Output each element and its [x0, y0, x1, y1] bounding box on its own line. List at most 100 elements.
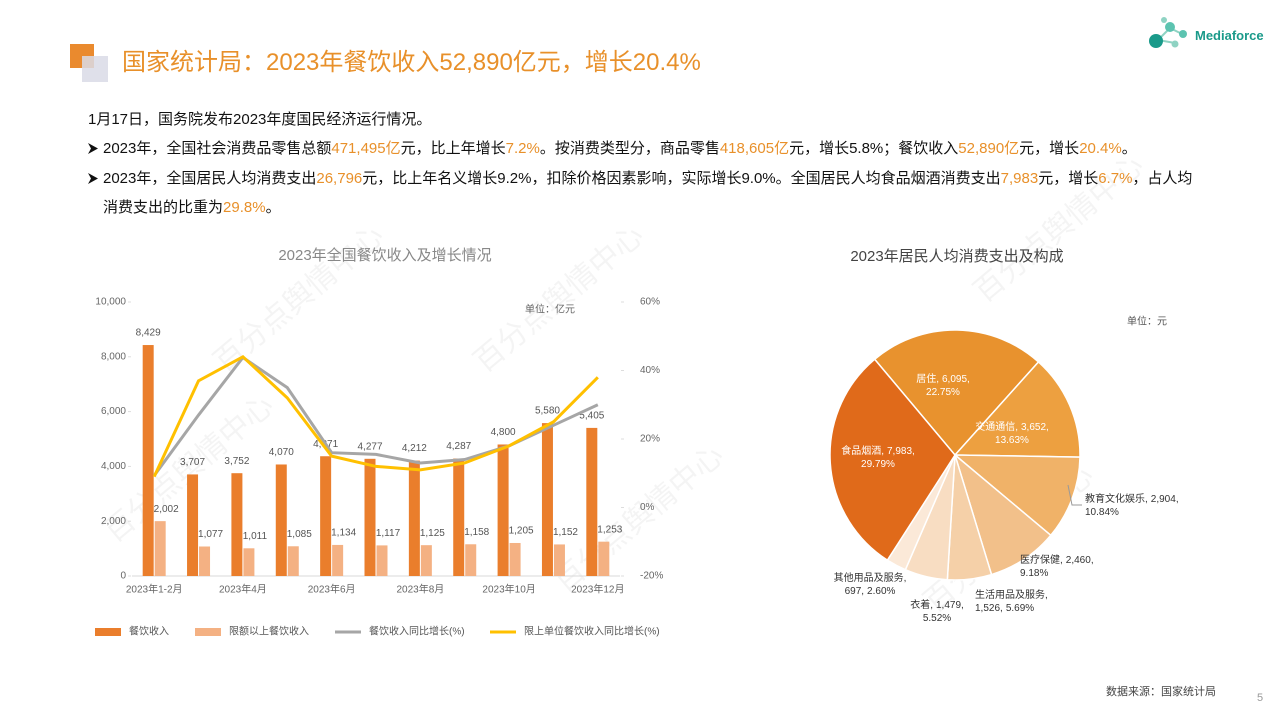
bar: [408, 460, 420, 576]
slice-label: 其他用品及服务, 697, 2.60%: [834, 571, 907, 597]
label-part: ,: [1060, 555, 1063, 566]
line-series: [152, 354, 599, 478]
x-tick-label: 2023年12月: [571, 583, 624, 596]
y-tick-label: 6,000: [101, 406, 126, 417]
pie-slice: [829, 358, 956, 562]
label-part: 22.75%: [926, 387, 960, 398]
label-part: 其他用品及服务: [834, 571, 904, 584]
data-label: 1,205: [509, 526, 534, 537]
data-label: 1,077: [198, 529, 223, 540]
y2-tick-label: -20%: [640, 571, 663, 582]
text-run: 元，增长: [1019, 140, 1080, 157]
y-tick-label: 4,000: [101, 461, 126, 472]
legend-label: 限上单位餐饮收入同比增长(%): [524, 625, 660, 638]
watermark: 百分点舆情中心: [468, 219, 650, 379]
bar: [376, 545, 388, 576]
chart-title: 2023年居民人均消费支出及构成: [850, 248, 1063, 265]
pie-slice: [952, 454, 1081, 537]
data-label: 5,580: [535, 406, 560, 417]
leader-line: [1067, 484, 1082, 506]
chart-title: 2023年全国餐饮收入及增长情况: [278, 246, 491, 264]
text-run: 。: [265, 199, 281, 216]
label-part: ,: [904, 573, 907, 584]
label-part: ,: [1145, 494, 1148, 505]
label-part: 5.69%: [1006, 603, 1034, 614]
text-run: 52,890亿: [958, 140, 1020, 157]
y2-tick-label: 20%: [640, 434, 660, 445]
label-part: 7,983: [887, 446, 912, 457]
label-part: ,: [961, 600, 964, 611]
legend-swatch: [95, 628, 121, 636]
label-part: 2.60%: [867, 586, 895, 597]
x-tick-label: 2023年4月: [219, 583, 267, 596]
y2-tick-label: 60%: [640, 297, 660, 308]
data-label: 1,134: [331, 528, 356, 539]
bar: [586, 427, 598, 576]
label-part: 教育文化娱乐: [1085, 492, 1145, 505]
data-label: 1,085: [287, 529, 312, 540]
slide-title: 国家统计局：2023年餐饮收入52,890亿元，增长20.4%: [122, 49, 701, 76]
label-part: ,: [912, 446, 915, 457]
text-run: 26,796: [316, 169, 363, 187]
y-tick-label: 8,000: [101, 351, 126, 362]
pie-slice: [953, 360, 1081, 458]
label-part: ,: [936, 374, 939, 385]
bar: [287, 546, 299, 576]
label-part: 29.79%: [861, 459, 895, 470]
label-part: ,: [930, 600, 933, 611]
bar: [187, 474, 199, 576]
text-run: 20.4%: [1079, 140, 1122, 157]
label-part: 5.52%: [923, 613, 951, 624]
label-part: 衣着: [910, 598, 930, 611]
text-run: 元，增长: [1038, 169, 1099, 187]
bar: [320, 456, 332, 576]
bar: [142, 345, 154, 576]
bar: [231, 473, 243, 576]
pie-slice: [873, 329, 1040, 457]
data-label: 1,152: [553, 527, 578, 538]
data-label: 1,253: [597, 524, 622, 535]
label-part: 6,095: [942, 374, 967, 385]
slice-label: 生活用品及服务, 1,526, 5.69%: [975, 588, 1048, 614]
data-label: 3,752: [224, 456, 249, 467]
text-run: 7,983: [1000, 169, 1039, 187]
legend-label: 餐饮收入: [129, 625, 169, 638]
bullet-list: 2023年，全国社会消费品零售总额471,495亿元，比上年增长7.2%。按消费…: [88, 134, 1203, 223]
logo-text: Mediaforce: [1195, 28, 1264, 43]
label-part: 13.63%: [995, 435, 1029, 446]
text-run: 元，比上年增长: [400, 140, 506, 157]
x-tick-label: 2023年8月: [396, 583, 444, 596]
slice-label: 教育文化娱乐, 2,904, 10.84%: [1085, 492, 1179, 518]
label-part: 2,460: [1066, 555, 1091, 566]
label-part: ,: [1045, 590, 1048, 601]
data-label: 4,277: [357, 441, 382, 452]
data-label: 1,117: [376, 528, 401, 539]
slice-label: 食品烟酒, 7,983, 29.79%: [841, 444, 915, 470]
label-part: 生活用品及服务: [975, 588, 1045, 601]
legend-label: 限额以上餐饮收入: [229, 625, 309, 638]
legend-swatch: [195, 628, 221, 636]
bar: [275, 464, 287, 576]
text-run: ，占人均消费支出的比重为: [103, 169, 1193, 217]
slice-label: 医疗保健, 2,460, 9.18%: [1020, 553, 1094, 579]
page-number: 5: [1257, 692, 1264, 704]
label-part: 1,526: [975, 603, 1000, 614]
label-part: ,: [1000, 603, 1003, 614]
data-label: 1,158: [464, 527, 489, 538]
text-run: 。按消费类型分，商品零售: [539, 140, 720, 157]
watermark: 百分点舆情中心: [208, 219, 390, 379]
label-part: ,: [1176, 494, 1179, 505]
text-run: 471,495亿: [331, 140, 401, 157]
label-part: 居住: [916, 372, 936, 385]
slice-label: 交通通信, 3,652, 13.63%: [975, 420, 1049, 446]
x-tick-label: 2023年6月: [308, 583, 356, 596]
text-run: 29.8%: [223, 199, 266, 216]
unit-label: 单位：亿元: [525, 303, 575, 316]
data-label: 5,405: [579, 411, 604, 422]
slice-label: 衣着, 1,479, 5.52%: [910, 598, 964, 624]
source-note: 数据来源：国家统计局: [1106, 686, 1216, 698]
label-part: ,: [881, 446, 884, 457]
label-part: 10.84%: [1085, 507, 1119, 518]
bullet-marker: [88, 172, 98, 184]
text-run: 。: [1121, 140, 1137, 157]
